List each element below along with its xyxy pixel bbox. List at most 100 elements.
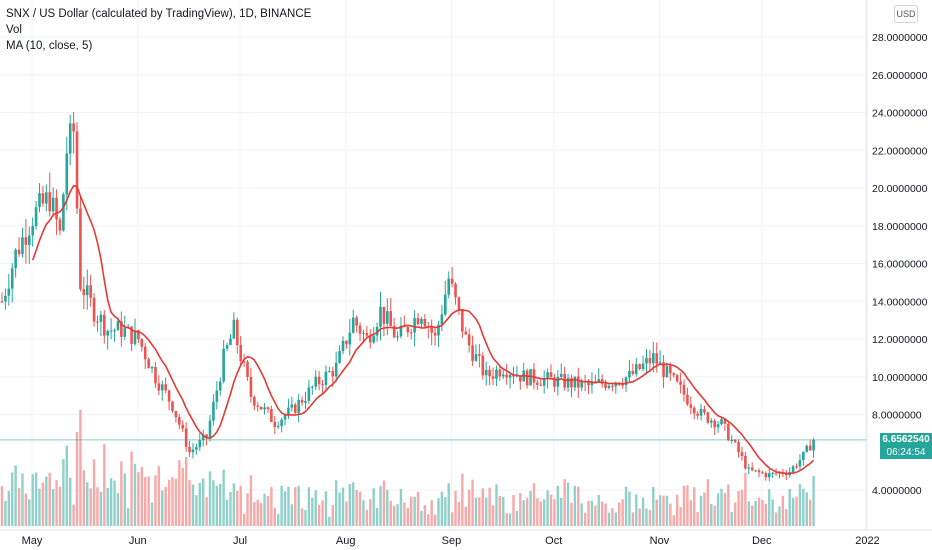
volume-bar: [502, 496, 505, 526]
candle-body: [45, 192, 48, 204]
volume-bar: [41, 482, 45, 526]
volume-bar: [713, 505, 716, 526]
candle-body: [641, 363, 645, 369]
candle-body: [229, 338, 232, 345]
volume-bar: [778, 506, 781, 526]
volume-bar: [144, 477, 147, 526]
volume-bar: [4, 500, 7, 526]
volume-bar: [205, 497, 208, 526]
volume-bar: [96, 487, 99, 526]
volume-bar: [478, 497, 481, 526]
time-tick-label: May: [22, 535, 43, 547]
volume-bar: [461, 473, 464, 526]
volume-bar: [495, 484, 498, 526]
candle-body: [10, 268, 14, 289]
volume-bar: [751, 505, 754, 526]
candle-body: [611, 385, 614, 387]
volume-bar: [358, 491, 362, 526]
volume-bar: [641, 497, 645, 526]
candle-body: [638, 364, 641, 369]
volume-bar: [113, 480, 116, 526]
volume-bar: [631, 512, 635, 526]
candle-body: [348, 332, 352, 345]
candle-body: [580, 380, 583, 388]
candle-body: [65, 153, 69, 195]
candle-body: [137, 330, 140, 340]
candle-body: [314, 376, 318, 387]
volume-bar: [167, 479, 171, 526]
candle-body: [253, 396, 256, 406]
candle-body: [235, 319, 239, 346]
candle-body: [750, 467, 754, 471]
candle-body: [181, 424, 185, 429]
candle-body: [34, 207, 38, 227]
time-tick-label: Aug: [336, 535, 356, 547]
candle-body: [450, 278, 454, 284]
volume-bar: [150, 502, 154, 526]
currency-button[interactable]: USD: [894, 5, 918, 23]
candle-body: [771, 472, 774, 474]
candle-body: [556, 376, 560, 387]
volume-bar: [7, 490, 11, 526]
candle-body: [461, 309, 464, 332]
volume-bar: [457, 502, 461, 526]
candle-body: [307, 387, 311, 401]
volume-bar: [498, 496, 502, 526]
candle-body: [658, 362, 662, 364]
candle-body: [549, 372, 553, 378]
time-tick-label: 2022: [855, 535, 879, 547]
volume-bar: [638, 508, 641, 526]
candle-body: [539, 384, 543, 386]
volume-bar: [430, 500, 433, 526]
volume-bar: [491, 505, 495, 526]
volume-bar: [270, 487, 273, 526]
volume-bar: [791, 497, 795, 526]
candle-body: [389, 311, 393, 327]
volume-bar: [611, 508, 614, 526]
volume-bar: [294, 487, 297, 526]
volume-bar: [675, 494, 679, 526]
candle-body: [484, 369, 488, 376]
candle-body: [215, 390, 219, 402]
candle-body: [689, 404, 693, 408]
volume-bar: [600, 501, 604, 526]
candle-body: [498, 369, 502, 377]
time-tick-label: Nov: [650, 535, 670, 547]
volume-bar: [38, 488, 41, 526]
candle-body: [566, 377, 570, 388]
volume-bar: [51, 488, 55, 526]
volume-bar: [89, 488, 92, 526]
candle-body: [478, 354, 481, 356]
volume-bar: [375, 507, 379, 526]
candle-body: [416, 318, 420, 324]
candle-body: [433, 332, 437, 336]
volume-bar: [239, 485, 242, 526]
candle-body: [174, 411, 178, 418]
volume-bar: [624, 486, 628, 526]
candle-body: [167, 390, 171, 402]
candle-body: [328, 371, 331, 373]
candle-body: [372, 335, 375, 343]
candle-body: [21, 237, 24, 255]
candle-body: [420, 318, 423, 324]
candle-body: [570, 377, 573, 388]
candle-body: [454, 283, 457, 298]
volume-bar: [79, 409, 82, 526]
candle-body: [491, 376, 495, 379]
volume-bar: [621, 499, 624, 526]
volume-bar: [208, 471, 212, 526]
volume-bar: [771, 499, 774, 526]
volume-bar: [757, 497, 761, 526]
price-tick-label: 8.0000000: [872, 410, 922, 422]
volume-bar: [290, 504, 294, 526]
volume-bar: [662, 495, 665, 526]
time-tick-label: Sep: [442, 535, 462, 547]
price-tick-label: 18.0000000: [872, 221, 928, 233]
volume-bar: [58, 486, 62, 526]
volume-bar: [703, 492, 706, 526]
candle-body: [116, 321, 120, 331]
volume-bar: [300, 508, 304, 526]
volume-bar: [805, 492, 808, 526]
volume-bar: [45, 476, 48, 526]
